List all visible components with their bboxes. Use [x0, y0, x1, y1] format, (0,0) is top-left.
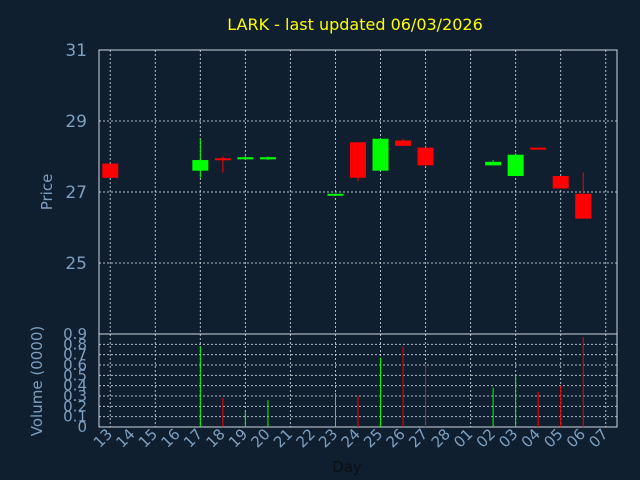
x-tick-labels: 1314151617181920212223242526272801020304… [90, 425, 612, 451]
chart-title: LARK - last updated 06/03/2026 [227, 15, 483, 34]
candle-body [575, 193, 592, 219]
volume-y-tick: 0.6 [63, 356, 87, 374]
candle-body [192, 160, 209, 171]
price-axis-label: Price [38, 174, 56, 211]
candle-body [237, 157, 254, 160]
volume-y-tick: 0.4 [63, 377, 87, 395]
volume-y-tick: 0.2 [63, 397, 87, 415]
price-grid [99, 49, 617, 334]
x-axis-label: Day [332, 458, 362, 476]
volume-y-tick: 0.9 [63, 325, 87, 343]
candle-body [214, 158, 231, 161]
volume-y-tick: 0.3 [63, 387, 87, 405]
volume-y-ticks: 00.10.20.30.40.50.60.70.80.9 [63, 325, 87, 436]
candle-body [485, 161, 502, 166]
candle-body [552, 176, 569, 189]
volume-axis-label: Volume (0000) [28, 326, 46, 436]
price-y-tick: 27 [65, 183, 87, 203]
price-y-tick: 29 [65, 112, 87, 132]
x-tick-label: 07 [585, 425, 611, 451]
candle-body [327, 193, 344, 196]
candle-body [102, 163, 119, 178]
price-y-tick: 25 [65, 254, 87, 274]
candle-body [395, 140, 412, 146]
candle-body [350, 142, 366, 178]
candle-body [417, 147, 434, 166]
volume-y-tick: 0 [77, 418, 87, 436]
volume-y-tick: 0.7 [63, 346, 87, 364]
price-candles [102, 138, 592, 219]
volume-y-tick: 0.5 [63, 366, 87, 384]
price-y-tick: 31 [65, 41, 87, 61]
candle-body [259, 157, 276, 160]
volume-y-tick: 0.8 [63, 335, 87, 353]
candle-body [372, 138, 389, 171]
volume-bars [199, 337, 584, 427]
candle-body [507, 154, 524, 177]
price-y-ticks: 25 27 29 31 [65, 41, 87, 274]
candle-body [530, 147, 547, 150]
volume-y-tick: 0.1 [63, 408, 87, 426]
